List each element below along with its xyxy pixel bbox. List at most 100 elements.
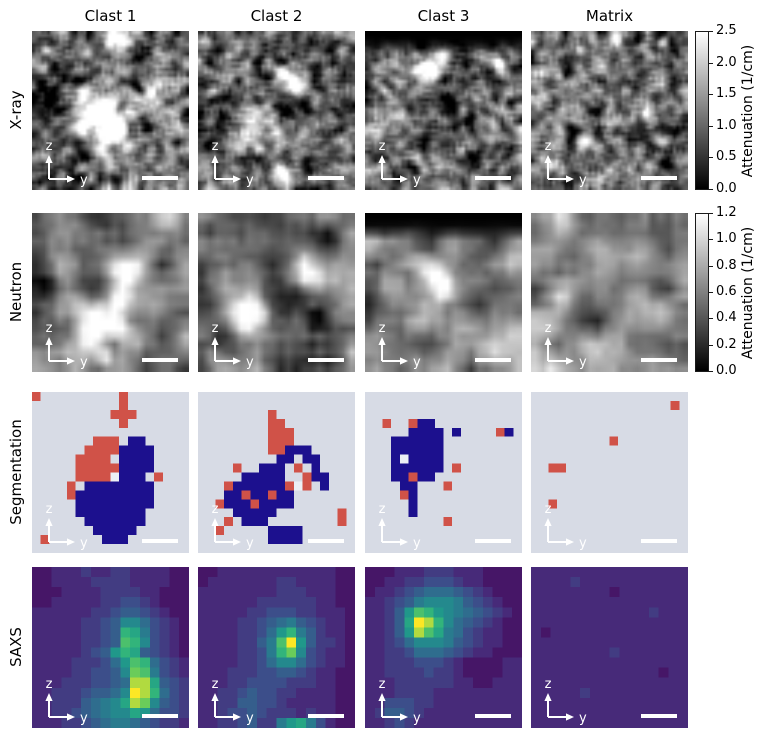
scale-bar	[641, 358, 677, 362]
scale-bar	[142, 539, 178, 543]
scale-bar	[641, 176, 677, 180]
y-axis-label: y	[80, 355, 88, 370]
xray-clast1-image	[32, 31, 189, 190]
axes-scalebar-overlay: zy	[45, 139, 178, 188]
scale-bar	[475, 176, 511, 180]
axis-arrows	[214, 525, 234, 543]
axis-arrows	[381, 525, 401, 543]
colorbar-tick	[709, 371, 713, 372]
scale-bar	[308, 714, 344, 718]
axes-scalebar-overlay: zy	[378, 321, 511, 370]
saxs-matrix-image	[531, 567, 688, 728]
y-axis-label: y	[246, 173, 254, 188]
colorbar-tick-label: 1.0	[716, 231, 737, 246]
y-arrowhead-icon	[67, 538, 75, 546]
z-arrowhead-icon	[45, 693, 53, 701]
xray-matrix-image	[531, 31, 688, 190]
colorbar-tick	[709, 266, 713, 267]
column-header-clast1: Clast 1	[84, 7, 137, 25]
y-axis-label: y	[579, 173, 587, 188]
axes-scalebar-overlay: zy	[378, 139, 511, 188]
axis-arrows	[381, 700, 401, 718]
axis-arrows	[48, 525, 68, 543]
xray-clast3-image	[365, 31, 522, 190]
axis-arrows	[214, 700, 234, 718]
y-axis-label: y	[246, 711, 254, 726]
z-axis-label: z	[212, 321, 219, 336]
y-axis-label: y	[413, 173, 421, 188]
z-axis-label: z	[46, 677, 53, 692]
scale-bar	[142, 714, 178, 718]
colorbar-tick-label: 1.5	[716, 86, 737, 101]
z-arrowhead-icon	[544, 518, 552, 526]
colorbar-tick-label: 0.8	[716, 258, 737, 273]
z-axis-label: z	[379, 139, 386, 154]
column-header-clast3: Clast 3	[417, 7, 470, 25]
scale-bar	[641, 539, 677, 543]
axes-scalebar-overlay: zy	[211, 677, 344, 726]
colorbar-xray: Attenuation (1/cm) 2.5 2.0 1.5 1.0 0.5 0.0	[695, 24, 756, 196]
y-axis-label: y	[246, 355, 254, 370]
colorbar-tick-label: 0.5	[716, 149, 737, 164]
neutron-clast1-image	[32, 213, 189, 372]
z-axis-label: z	[379, 677, 386, 692]
z-axis-label: z	[379, 502, 386, 517]
colorbar-neutron-gradient	[695, 213, 709, 372]
scale-bar	[308, 358, 344, 362]
xray-clast2-image	[198, 31, 355, 190]
y-axis-label: y	[413, 536, 421, 551]
z-arrowhead-icon	[378, 693, 386, 701]
axis-arrows	[48, 162, 68, 180]
z-axis-label: z	[212, 502, 219, 517]
colorbar-tick	[709, 126, 713, 127]
colorbar-tick	[709, 239, 713, 240]
y-arrowhead-icon	[400, 713, 408, 721]
axis-arrows	[547, 344, 567, 362]
colorbar-tick-label: 1.2	[716, 205, 737, 220]
colorbar-tick	[709, 157, 713, 158]
colorbar-tick-label: 2.5	[716, 23, 737, 38]
axes-scalebar-overlay: zy	[378, 502, 511, 551]
y-arrowhead-icon	[67, 357, 75, 365]
y-axis-label: y	[80, 711, 88, 726]
axes-scalebar-overlay: zy	[211, 139, 344, 188]
y-axis-label: y	[246, 536, 254, 551]
axes-scalebar-overlay: zy	[211, 321, 344, 370]
z-arrowhead-icon	[45, 518, 53, 526]
colorbar-tick	[709, 94, 713, 95]
axes-scalebar-overlay: zy	[544, 139, 677, 188]
row-label-saxs: SAXS	[7, 627, 25, 667]
saxs-clast1-image	[32, 567, 189, 728]
axes-scalebar-overlay: zy	[378, 677, 511, 726]
y-arrowhead-icon	[233, 538, 241, 546]
saxs-clast2-image	[198, 567, 355, 728]
saxs-clast3-image	[365, 567, 522, 728]
y-arrowhead-icon	[67, 175, 75, 183]
colorbar-xray-axis-label: Attenuation (1/cm)	[740, 44, 756, 177]
y-axis-label: y	[413, 355, 421, 370]
axis-arrows	[547, 162, 567, 180]
colorbar-neutron-axis-label: Attenuation (1/cm)	[740, 226, 756, 359]
neutron-matrix-image	[531, 213, 688, 372]
scale-bar	[641, 714, 677, 718]
colorbar-tick-label: 2.0	[716, 55, 737, 70]
scale-bar	[475, 539, 511, 543]
z-arrowhead-icon	[211, 337, 219, 345]
axes-scalebar-overlay: zy	[45, 321, 178, 370]
z-axis-label: z	[212, 139, 219, 154]
colorbar-tick-label: 0.4	[716, 310, 737, 325]
axis-arrows	[48, 700, 68, 718]
y-axis-label: y	[579, 536, 587, 551]
